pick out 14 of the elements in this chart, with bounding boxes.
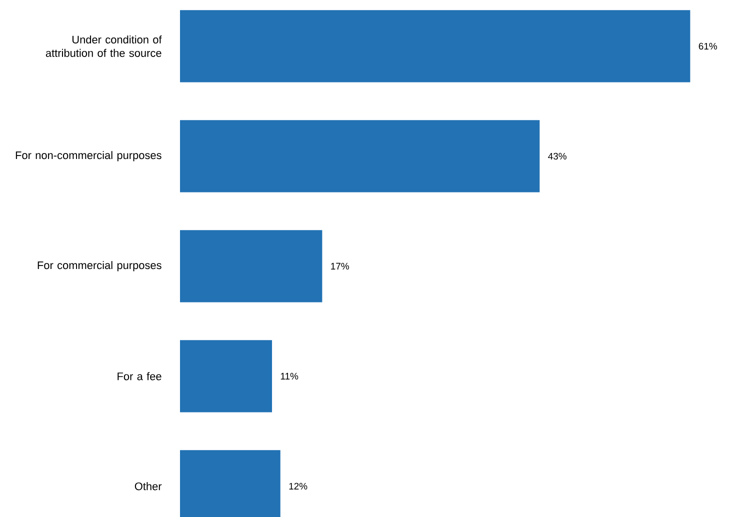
y-tick-label: Other bbox=[134, 482, 162, 490]
data-label: 61% bbox=[698, 42, 717, 50]
bar bbox=[180, 230, 322, 302]
bar bbox=[180, 10, 690, 82]
bar bbox=[180, 340, 272, 412]
y-tick-label: Under condition of attribution of the source bbox=[46, 35, 162, 57]
data-label: 12% bbox=[289, 482, 308, 490]
y-tick-label: For commercial purposes bbox=[38, 261, 162, 272]
bar bbox=[180, 120, 540, 192]
data-label: 17% bbox=[331, 262, 349, 270]
y-tick-label: For a fee bbox=[118, 372, 162, 380]
data-label: 43% bbox=[548, 152, 566, 160]
data-label: 11% bbox=[280, 372, 298, 380]
y-tick-label: For non-commercial purposes bbox=[16, 151, 162, 162]
